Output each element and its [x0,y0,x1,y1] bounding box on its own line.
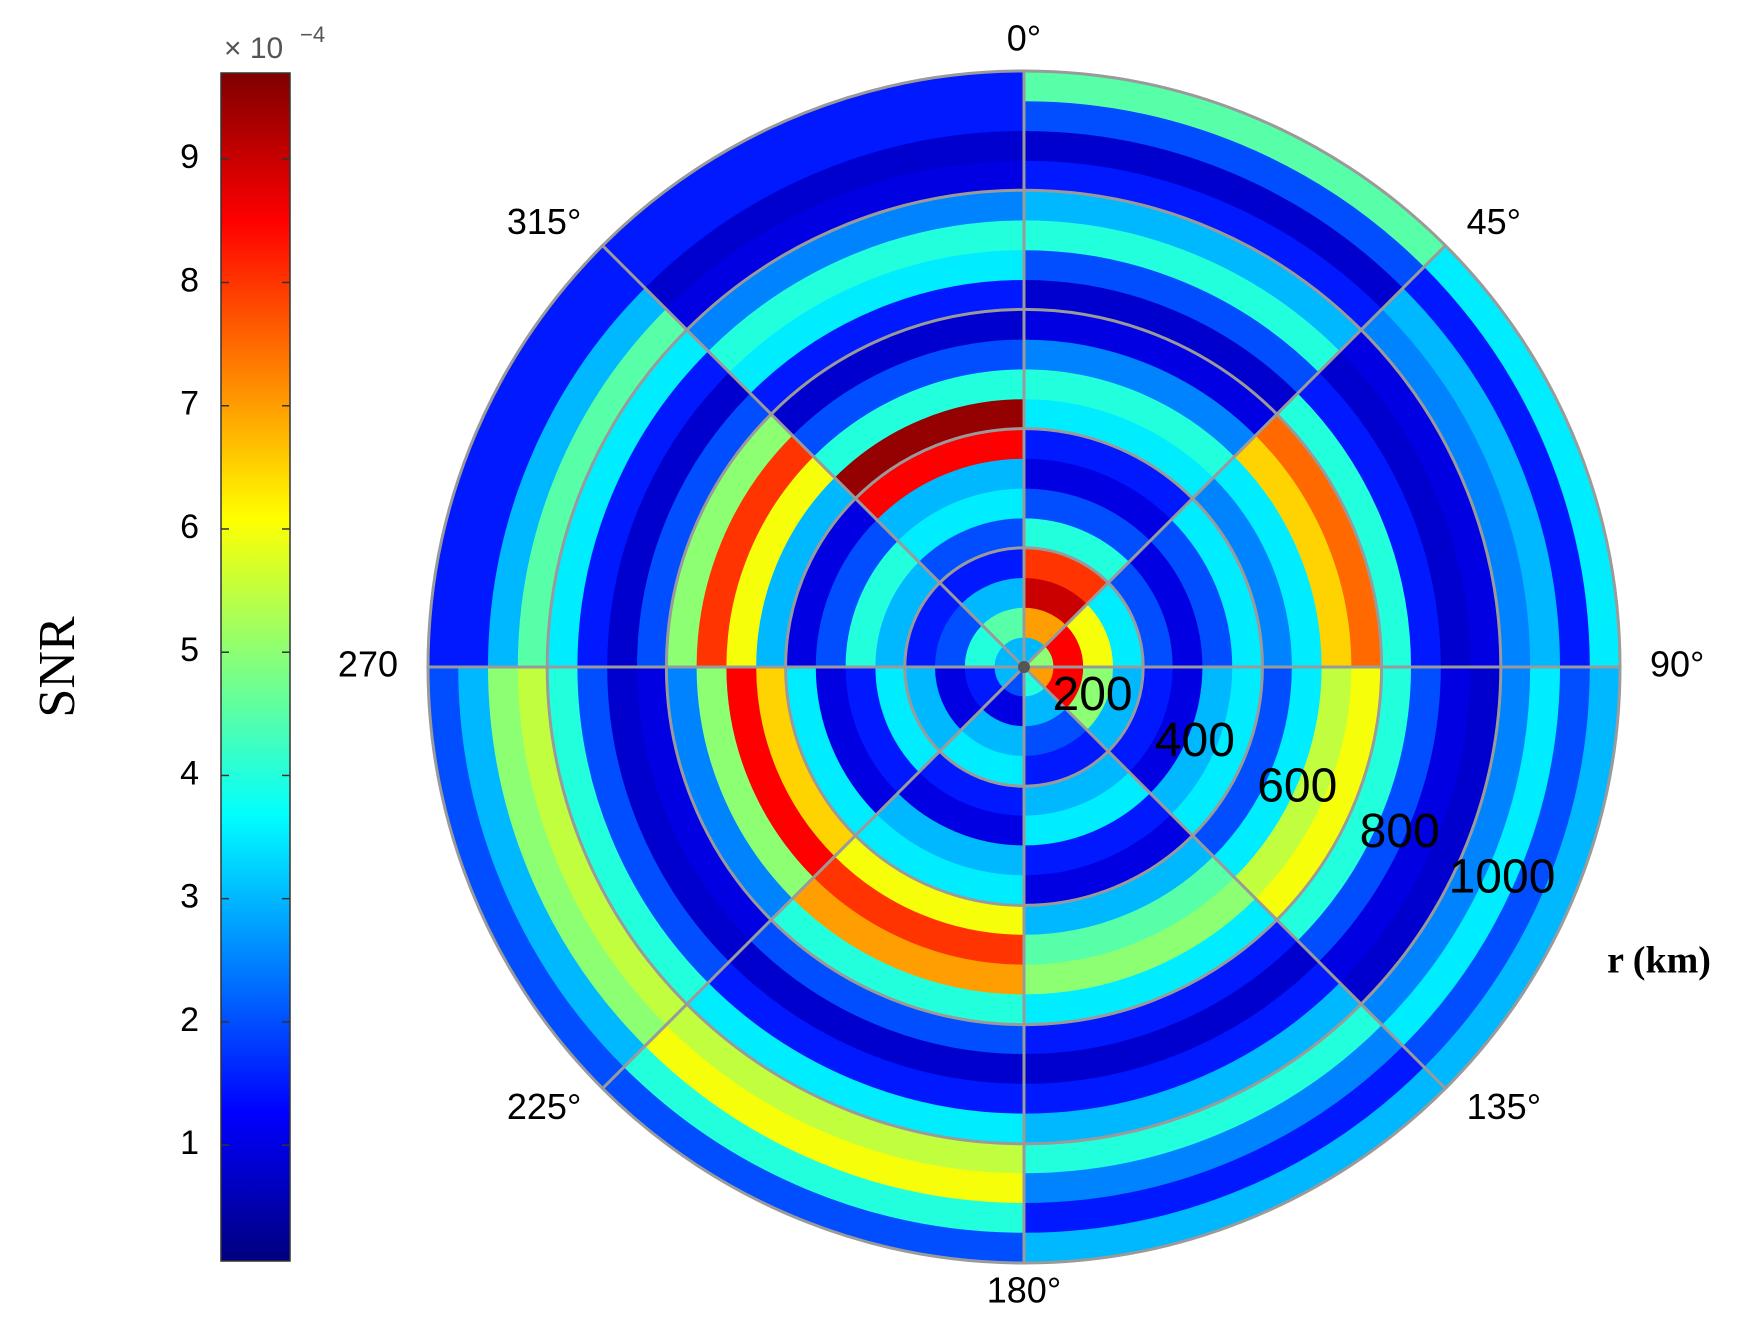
theta-grid-line [1022,665,1447,1090]
colorbar-tick-label: 2 [180,1001,199,1039]
r-tick-label: 400 [1155,714,1235,767]
colorbar-multiplier: × 10 [224,32,283,65]
theta-grid-line [1022,244,1447,669]
colorbar-tick-label: 3 [180,878,199,916]
r-tick-label: 200 [1053,668,1133,721]
colorbar-tick-label: 9 [180,138,199,176]
theta-tick-label: 315° [507,201,581,242]
r-tick-label: 600 [1257,759,1337,812]
colorbar-label: SNR [29,616,86,717]
colorbar-tick-label: 1 [180,1124,199,1162]
r-axis-label: r (km) [1607,940,1711,982]
theta-tick-label: 270 [338,644,398,685]
theta-tick-label: 225° [507,1086,581,1127]
colorbar [220,72,291,1262]
theta-tick-label: 180° [987,1270,1061,1311]
center-marker [1018,661,1030,673]
colorbar-tick-label: 5 [180,631,199,669]
theta-tick-label: 0° [1007,18,1041,59]
colorbar-tick-label: 6 [180,508,199,546]
theta-grid-line [601,665,1026,1090]
colorbar-tick-label: 4 [180,754,199,792]
r-tick-label: 800 [1360,805,1440,858]
colorbar-tick-label: 8 [180,261,199,299]
r-tick-label: 1000 [1449,850,1556,903]
theta-tick-label: 90° [1650,644,1704,685]
colorbar-tick-label: 7 [180,385,199,423]
theta-tick-label: 135° [1467,1086,1541,1127]
theta-tick-label: 45° [1467,201,1521,242]
theta-grid-line [601,244,1026,669]
colorbar-exponent: −4 [300,22,325,47]
